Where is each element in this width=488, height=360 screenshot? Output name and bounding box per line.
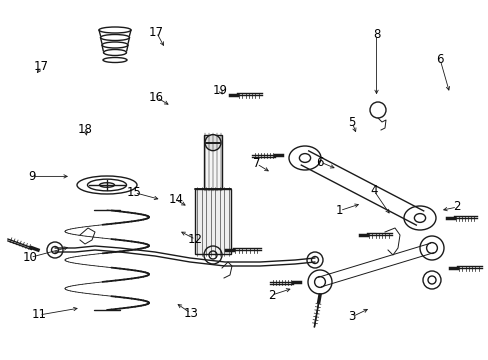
- Text: 2: 2: [452, 201, 460, 213]
- Bar: [195, 189, 230, 254]
- Text: 2: 2: [267, 289, 275, 302]
- Circle shape: [204, 135, 221, 150]
- Text: 7: 7: [252, 157, 260, 170]
- Text: 6: 6: [316, 156, 324, 168]
- Text: 13: 13: [183, 307, 198, 320]
- Text: 19: 19: [212, 84, 227, 96]
- Text: 17: 17: [149, 26, 163, 39]
- Text: 16: 16: [149, 91, 163, 104]
- Text: 15: 15: [127, 186, 142, 199]
- Text: 3: 3: [347, 310, 355, 323]
- Text: 9: 9: [28, 170, 36, 183]
- Text: 5: 5: [347, 116, 355, 129]
- Text: 1: 1: [335, 204, 343, 217]
- Text: 6: 6: [435, 53, 443, 66]
- Bar: [203, 135, 222, 189]
- Text: 11: 11: [32, 309, 46, 321]
- Circle shape: [205, 240, 220, 254]
- Text: 10: 10: [23, 251, 38, 264]
- Text: 14: 14: [168, 193, 183, 206]
- Text: 8: 8: [372, 28, 380, 41]
- Text: 4: 4: [369, 184, 377, 197]
- Text: 18: 18: [78, 123, 93, 136]
- Text: 12: 12: [188, 233, 203, 246]
- Text: 17: 17: [34, 60, 49, 73]
